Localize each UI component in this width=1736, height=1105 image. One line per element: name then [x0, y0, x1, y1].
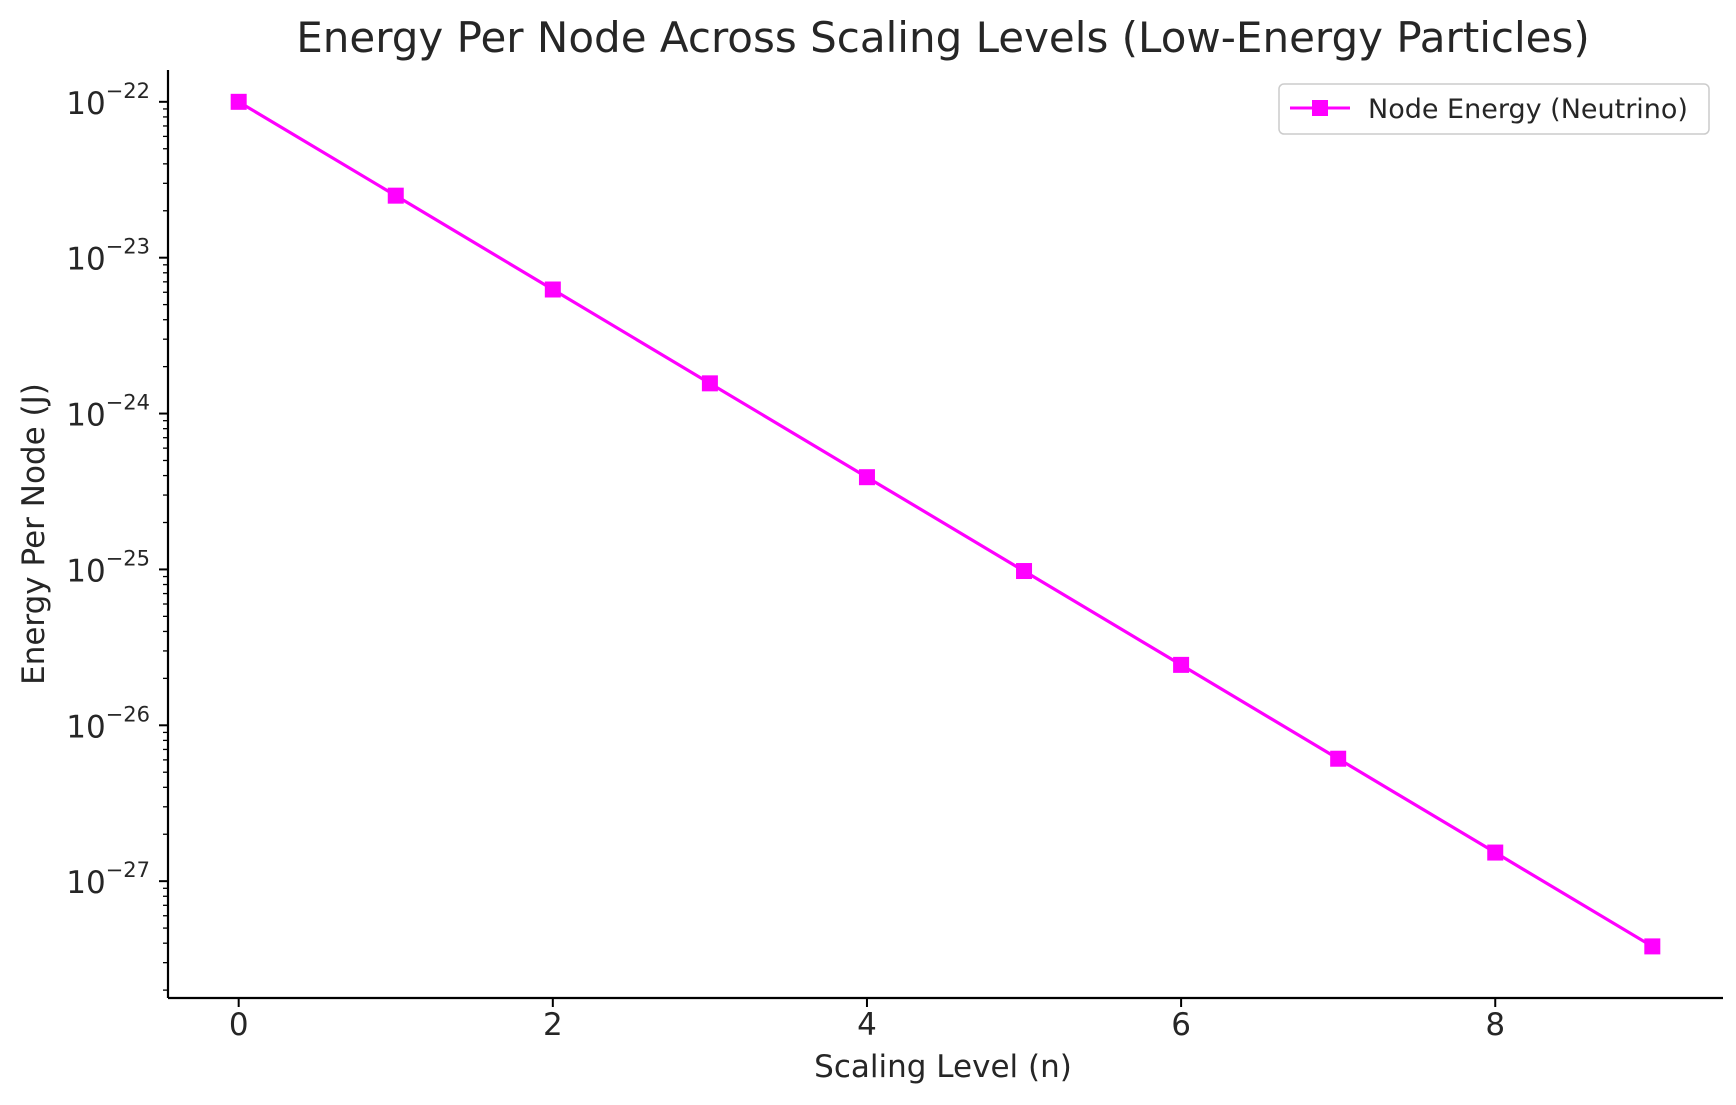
legend: Node Energy (Neutrino) [1278, 83, 1710, 135]
x-tick-label: 2 [543, 1007, 563, 1043]
data-point-marker [1016, 563, 1033, 580]
x-tick-label: 8 [1485, 1007, 1505, 1043]
y-tick-label: 10−23 [66, 235, 150, 278]
data-point-marker [544, 281, 561, 298]
y-axis-ticks: 10−22 10−23 10−24 10−25 10−26 10−27 [66, 79, 168, 991]
y-tick-label: 10−27 [66, 858, 150, 901]
x-axis-ticks: 0 2 4 6 8 [229, 998, 1505, 1043]
x-axis-label: Scaling Level (n) [814, 1049, 1072, 1085]
data-point-marker [230, 93, 247, 110]
legend-marker-swatch [1312, 100, 1328, 116]
series-line [237, 100, 1654, 948]
y-tick-label: 10−24 [66, 391, 150, 434]
x-tick-label: 0 [229, 1007, 249, 1043]
chart-title: Energy Per Node Across Scaling Levels (L… [296, 13, 1590, 62]
legend-box [1278, 83, 1710, 135]
x-tick-label: 6 [1171, 1007, 1191, 1043]
y-tick-label: 10−26 [66, 702, 150, 745]
y-tick-label: 10−25 [66, 546, 150, 589]
x-tick-label: 4 [857, 1007, 877, 1043]
y-axis-label: Energy Per Node (J) [16, 383, 52, 685]
data-point-marker [1173, 656, 1190, 673]
legend-entry-label: Node Energy (Neutrino) [1368, 94, 1688, 125]
data-point-marker [701, 375, 718, 392]
data-point-marker [387, 187, 404, 204]
series-layer [230, 93, 1661, 955]
data-point-marker [1644, 938, 1661, 955]
y-tick-label: 10−22 [66, 79, 150, 122]
data-point-marker [1330, 750, 1347, 767]
data-point-marker [1487, 844, 1504, 861]
data-point-marker [858, 469, 875, 486]
